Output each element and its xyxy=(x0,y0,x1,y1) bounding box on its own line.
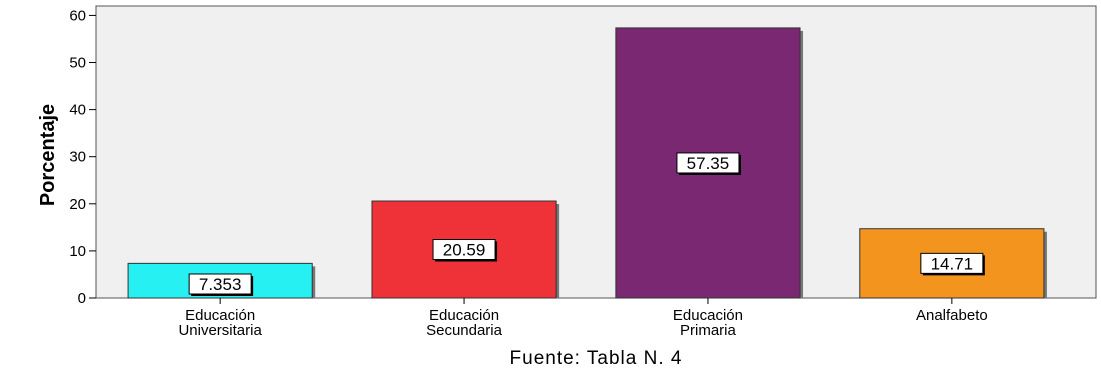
x-axis-title: Fuente: Tabla N. 4 xyxy=(510,348,683,369)
y-tick-label: 60 xyxy=(69,7,86,24)
x-tick-label: Primaria xyxy=(680,322,736,339)
data-label: 7.353 xyxy=(199,275,242,294)
y-tick-label: 20 xyxy=(69,196,86,213)
x-tick-label: Universitaria xyxy=(178,322,262,339)
data-label: 20.59 xyxy=(443,241,486,260)
data-label-box xyxy=(676,152,740,174)
x-tick-label: Educación xyxy=(185,307,255,324)
y-tick-label: 10 xyxy=(69,243,86,260)
x-axis: EducaciónUniversitariaEducaciónSecundari… xyxy=(178,298,988,339)
data-label-box xyxy=(920,252,984,274)
x-tick-label: Secundaria xyxy=(426,322,503,339)
y-axis-title: Porcentaje xyxy=(37,104,59,206)
y-tick-label: 40 xyxy=(69,102,86,119)
x-tick-label: Educación xyxy=(429,307,499,324)
y-tick-label: 50 xyxy=(69,55,86,72)
x-tick-label: Analfabeto xyxy=(916,307,988,324)
bars-group: 7.353 20.59 57.35 14.71 xyxy=(127,27,1047,299)
data-label: 57.35 xyxy=(687,154,730,173)
y-tick-label: 0 xyxy=(78,290,86,307)
x-tick-label: Educación xyxy=(673,307,743,324)
data-label-box xyxy=(432,239,496,261)
y-tick-label: 30 xyxy=(69,149,86,166)
y-axis: 0 10 20 30 40 50 60 xyxy=(69,7,96,307)
data-label-box xyxy=(188,273,252,295)
data-label: 14.71 xyxy=(931,254,974,273)
